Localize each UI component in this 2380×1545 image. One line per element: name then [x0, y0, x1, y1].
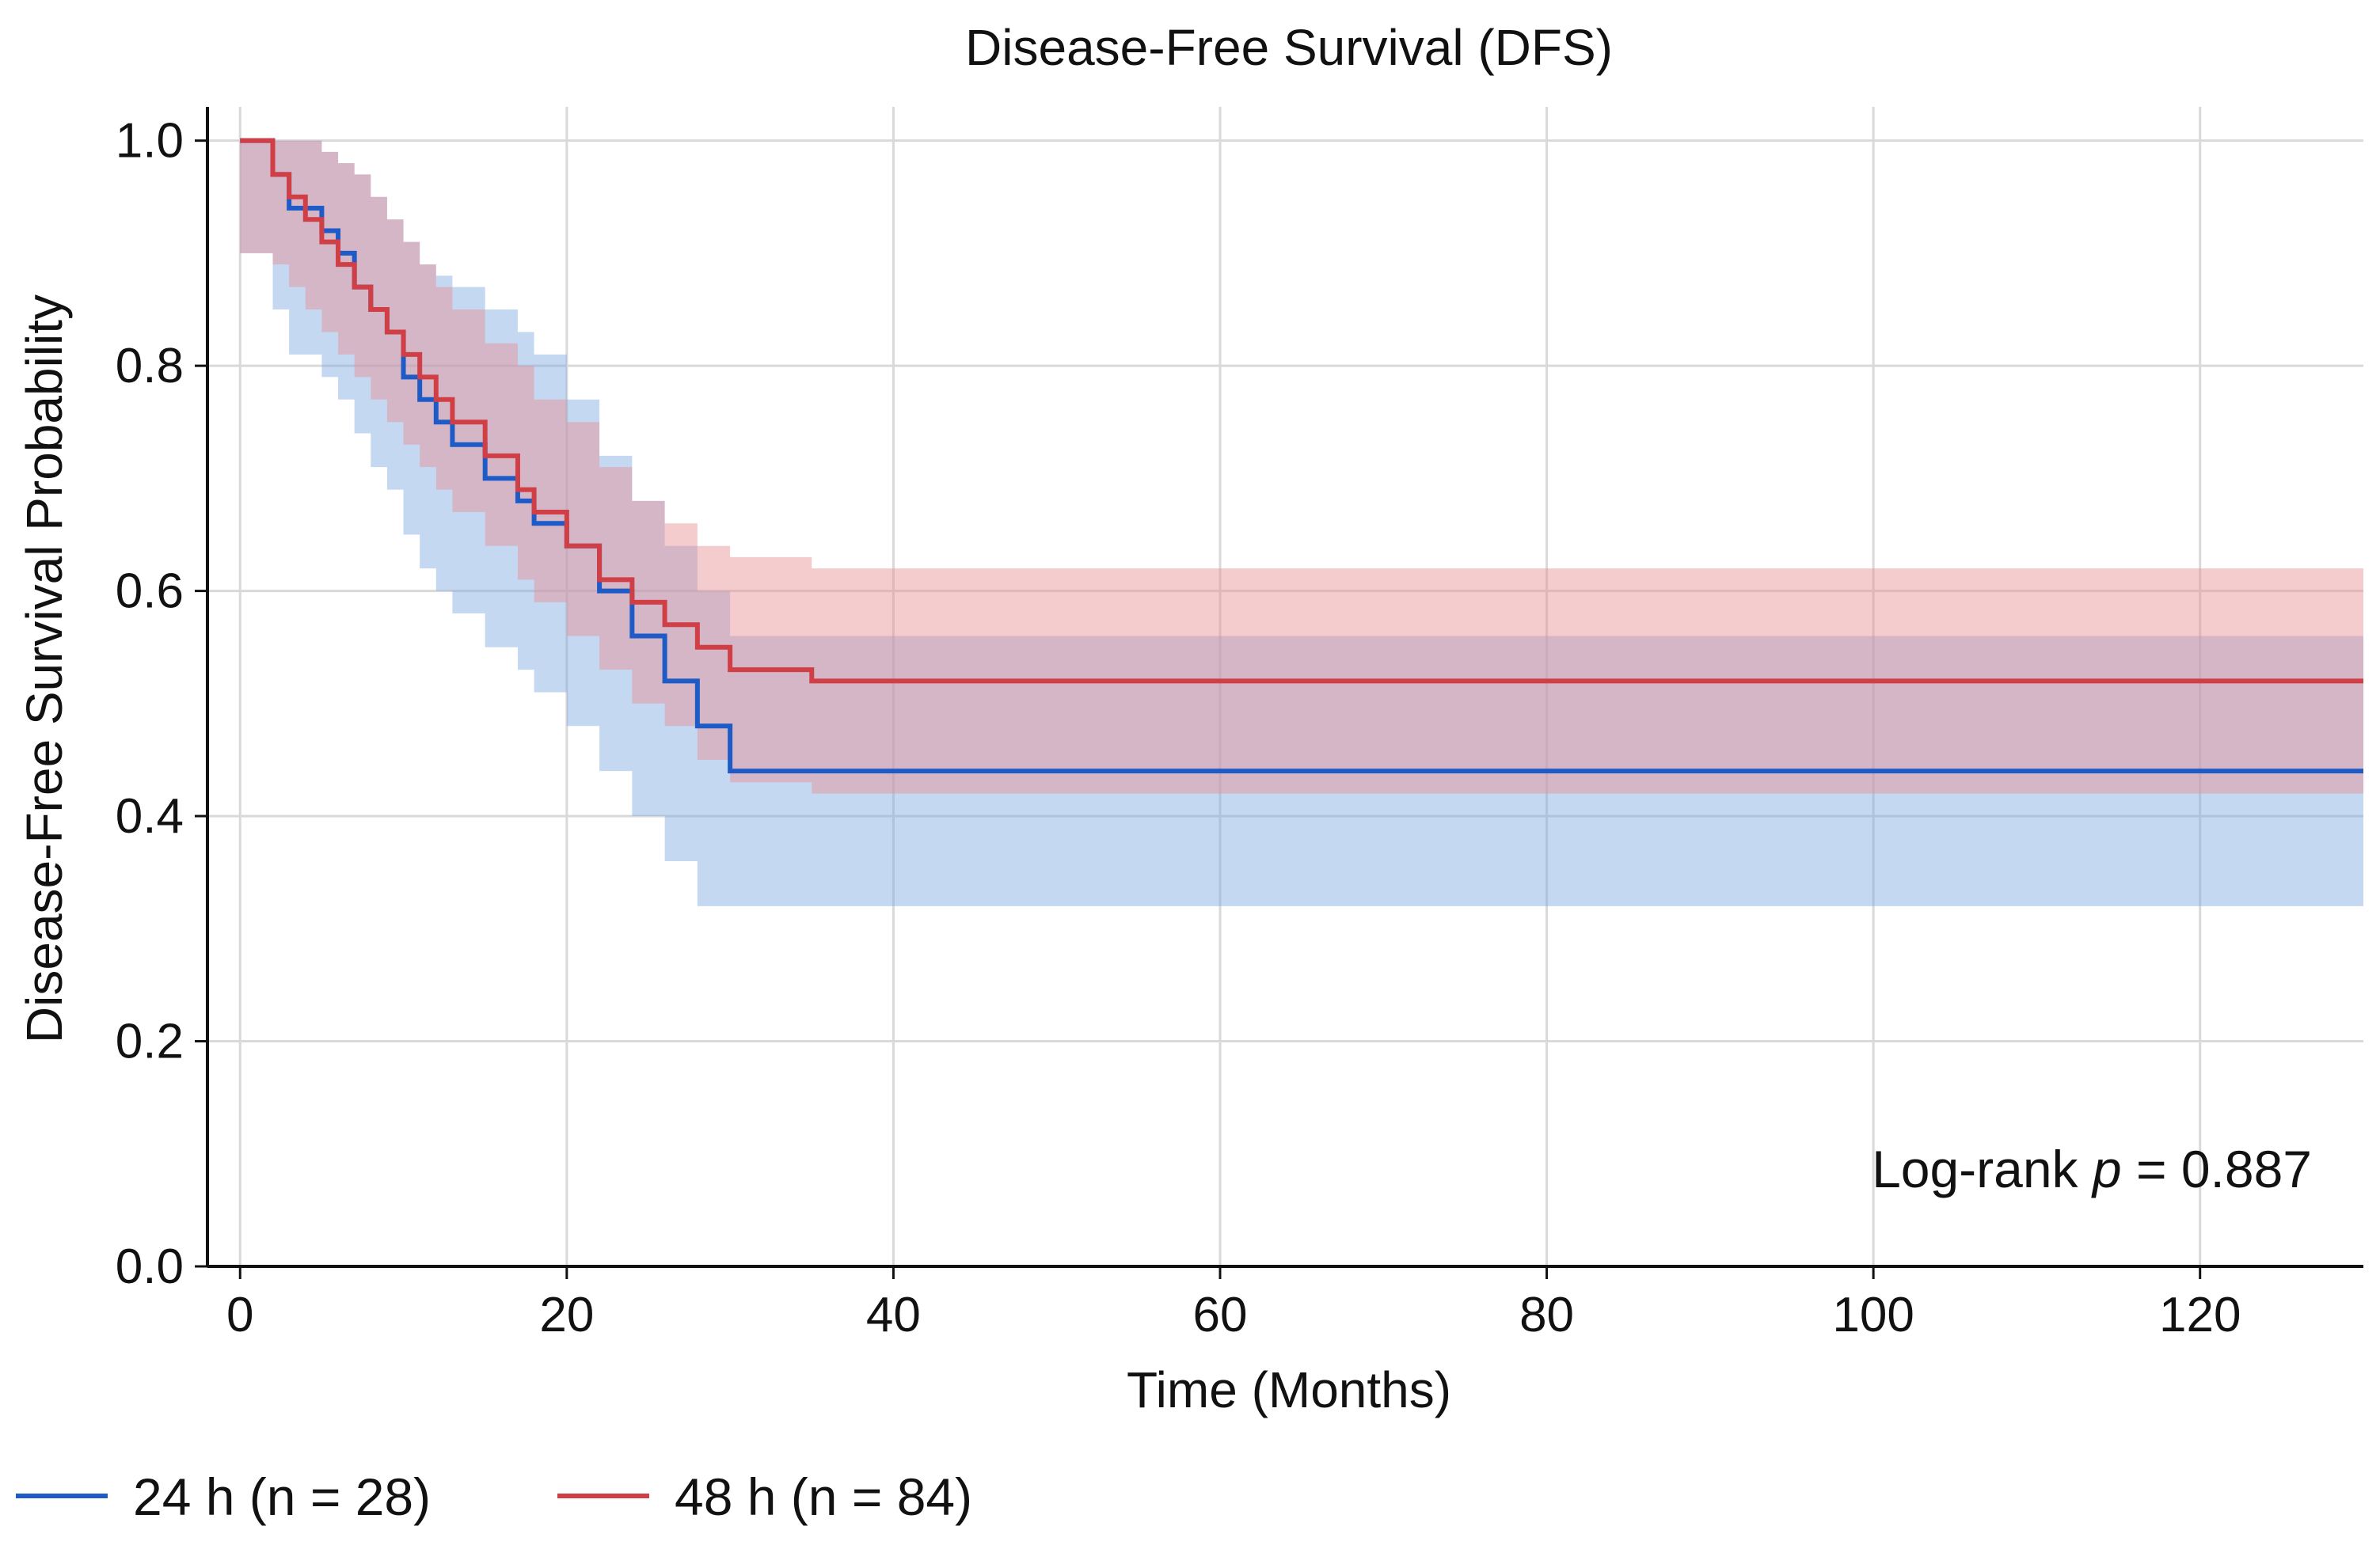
annotation-p: p: [2091, 1140, 2122, 1198]
y-tick-label: 0.0: [116, 1239, 184, 1294]
x-axis-label: Time (Months): [1127, 1361, 1451, 1418]
ci-band-24h: [240, 140, 2363, 906]
x-tick-label: 120: [2159, 1288, 2241, 1342]
confidence-bands: [240, 140, 2363, 906]
legend-label-24h: 24 h (n = 28): [133, 1467, 431, 1526]
annotation-suffix: = 0.887: [2122, 1140, 2312, 1198]
legend-label-48h: 48 h (n = 84): [675, 1467, 972, 1526]
x-tick-label: 0: [226, 1288, 253, 1342]
legend: 24 h (n = 28) 48 h (n = 84): [16, 1467, 972, 1526]
x-axis-ticks: 0 20 40 60 80 100 120: [226, 1266, 2241, 1342]
y-tick-label: 0.4: [116, 789, 184, 844]
x-tick-label: 40: [866, 1288, 921, 1342]
grid-layer: [207, 107, 2363, 1268]
y-axis-label: Disease-Free Survival Probability: [16, 294, 73, 1043]
survival-line-48h: [240, 138, 2363, 684]
log-rank-annotation: Log-rank p = 0.887: [1872, 1140, 2312, 1198]
chart-title: Disease-Free Survival (DFS): [965, 19, 1613, 76]
y-tick-label: 0.6: [116, 564, 184, 619]
y-axis-ticks: 0.0 0.2 0.4 0.6 0.8 1.0: [116, 114, 207, 1294]
survival-line-24h: [240, 138, 2363, 774]
survival-lines: [240, 138, 2363, 774]
x-tick-label: 20: [539, 1288, 594, 1342]
x-tick-label: 100: [1832, 1288, 1914, 1342]
y-tick-label: 0.8: [116, 339, 184, 393]
annotation-prefix: Log-rank: [1872, 1140, 2093, 1198]
x-tick-label: 60: [1193, 1288, 1248, 1342]
y-tick-label: 0.2: [116, 1015, 184, 1069]
ci-band-48h: [240, 140, 2363, 794]
y-tick-label: 1.0: [116, 114, 184, 169]
x-tick-label: 80: [1519, 1288, 1574, 1342]
